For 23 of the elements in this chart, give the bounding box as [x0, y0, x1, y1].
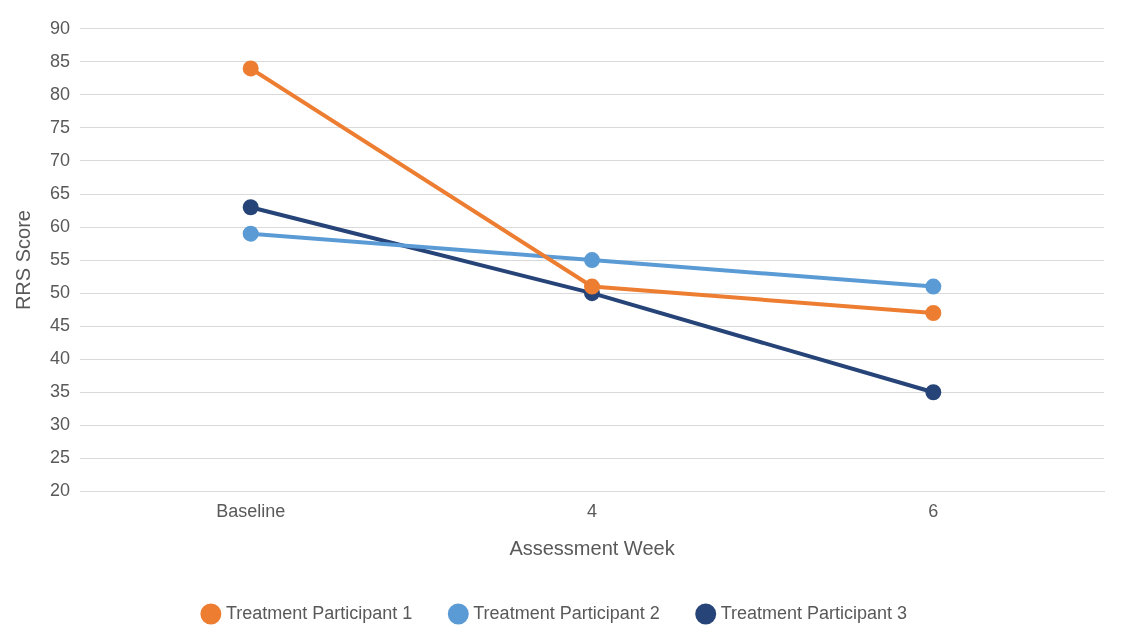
y-tick-label: 60 — [49, 216, 71, 237]
legend-label: Treatment Participant 3 — [720, 602, 908, 623]
y-tick-label: 85 — [49, 50, 71, 71]
y-tick-label: 55 — [49, 249, 71, 270]
x-tick-label: 6 — [928, 501, 939, 522]
x-axis-title: Assessment Week — [509, 536, 676, 559]
y-tick-label: 50 — [49, 282, 71, 303]
legend-label: Treatment Participant 1 — [225, 602, 413, 623]
y-axis-title: RRS Score — [11, 210, 34, 311]
y-tick-label: 40 — [49, 348, 71, 369]
y-tick-label: 90 — [49, 17, 71, 38]
y-tick-label: 75 — [49, 116, 71, 137]
y-tick-label: 80 — [49, 83, 71, 104]
legend-label: Treatment Participant 2 — [473, 602, 660, 623]
x-tick-label: 4 — [587, 501, 598, 522]
x-tick-label: Baseline — [216, 501, 286, 522]
y-tick-label: 35 — [49, 381, 71, 402]
y-tick-label: 25 — [49, 447, 71, 468]
y-tick-label: 30 — [49, 414, 71, 435]
y-tick-label: 20 — [49, 480, 71, 501]
y-tick-label: 70 — [49, 149, 71, 170]
y-tick-label: 65 — [49, 182, 71, 203]
y-tick-label: 45 — [49, 315, 71, 336]
